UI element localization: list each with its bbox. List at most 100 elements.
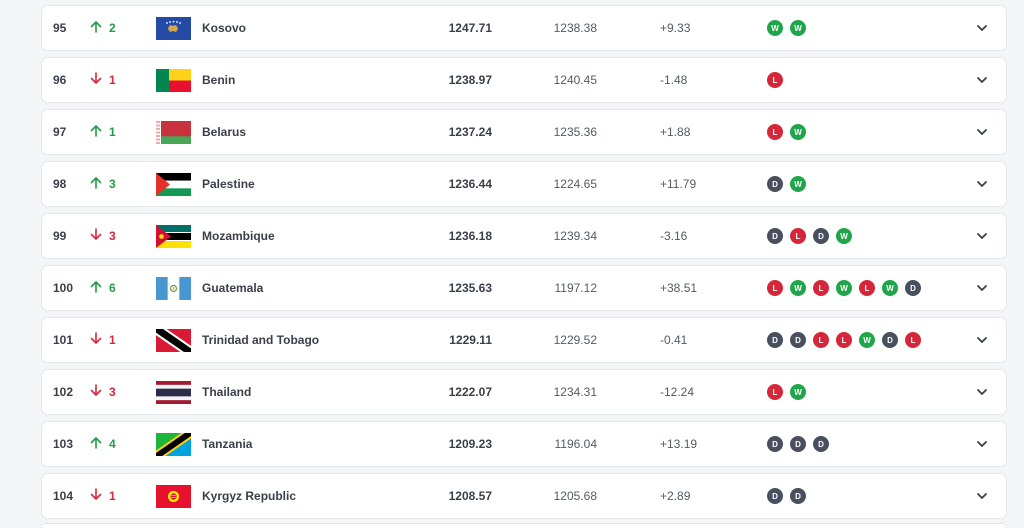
rank-change-value: 1 xyxy=(109,73,116,87)
points-difference: +11.79 xyxy=(660,177,697,191)
result-badge: W xyxy=(790,176,806,192)
points-difference: +38.51 xyxy=(660,281,698,295)
result-badge: W xyxy=(859,332,875,348)
rank-change-value: 3 xyxy=(109,229,116,243)
recent-form: L xyxy=(767,72,783,88)
total-points: 1237.24 xyxy=(448,125,492,139)
result-badge: D xyxy=(767,332,783,348)
points-difference: -12.24 xyxy=(660,385,695,399)
points-difference: +9.33 xyxy=(660,21,691,35)
rank: 101 xyxy=(53,333,74,347)
result-badge: L xyxy=(767,72,783,88)
total-points: 1208.57 xyxy=(448,489,492,503)
total-points: 1236.18 xyxy=(448,229,492,243)
thailand-flag xyxy=(156,381,191,404)
arrow-up-icon xyxy=(90,124,102,140)
previous-points: 1229.52 xyxy=(553,333,597,347)
result-badge: L xyxy=(905,332,921,348)
rank-change-value: 3 xyxy=(109,177,116,191)
rank-change-value: 3 xyxy=(109,385,116,399)
guatemala-flag xyxy=(156,277,191,300)
recent-form: W W xyxy=(767,20,806,36)
rank-change: 6 xyxy=(90,266,116,310)
table-row[interactable]: 99 3 Mozambique 1236.18 1239.34 -3.16 D … xyxy=(41,213,1007,259)
result-badge: W xyxy=(882,280,898,296)
table-row[interactable]: 101 1 Trinidad and Tobago 1229.11 1229.5… xyxy=(41,317,1007,363)
table-row[interactable]: 98 3 Palestine 1236.44 1224.65 +11.79 D … xyxy=(41,161,1007,207)
points-difference: -1.48 xyxy=(660,73,688,87)
result-badge: D xyxy=(767,176,783,192)
recent-form: L W xyxy=(767,384,806,400)
team-name: Guatemala xyxy=(202,281,264,295)
recent-form: D L D W xyxy=(767,228,852,244)
table-row[interactable]: 95 2 Kosovo 1247.71 1238.38 +9.33 W W xyxy=(41,5,1007,51)
result-badge: W xyxy=(836,280,852,296)
table-row[interactable] xyxy=(41,523,1007,528)
rank: 100 xyxy=(53,281,74,295)
table-row[interactable]: 102 3 Thailand 1222.07 1234.31 -12.24 L … xyxy=(41,369,1007,415)
result-badge: W xyxy=(767,20,783,36)
chevron-down-icon[interactable] xyxy=(975,21,989,35)
result-badge: D xyxy=(790,436,806,452)
points-difference: +13.19 xyxy=(660,437,698,451)
arrow-up-icon xyxy=(90,176,102,192)
recent-form: L W xyxy=(767,124,806,140)
chevron-down-icon[interactable] xyxy=(975,489,989,503)
rank-change-value: 4 xyxy=(109,437,116,451)
table-row[interactable]: 100 6 Guatemala 1235.63 1197.12 +38.51 L… xyxy=(41,265,1007,311)
kyrgyz-republic-flag xyxy=(156,485,191,508)
previous-points: 1196.04 xyxy=(554,437,598,451)
rank: 104 xyxy=(53,489,74,503)
chevron-down-icon[interactable] xyxy=(975,333,989,347)
total-points: 1229.11 xyxy=(449,333,492,347)
kosovo-flag xyxy=(156,17,191,40)
arrow-up-icon xyxy=(90,436,102,452)
result-badge: D xyxy=(813,228,829,244)
rank: 98 xyxy=(53,177,67,191)
rank-change: 3 xyxy=(90,162,116,206)
recent-form: L W L W L W D xyxy=(767,280,921,296)
table-row[interactable]: 97 1 Belarus 1237.24 1235.36 +1.88 L W xyxy=(41,109,1007,155)
result-badge: D xyxy=(767,488,783,504)
rank-change: 1 xyxy=(90,318,116,362)
rank-change-value: 1 xyxy=(109,125,116,139)
recent-form: D W xyxy=(767,176,806,192)
chevron-down-icon[interactable] xyxy=(975,177,989,191)
arrow-down-icon xyxy=(90,332,102,348)
chevron-down-icon[interactable] xyxy=(975,125,989,139)
result-badge: D xyxy=(905,280,921,296)
result-badge: W xyxy=(790,124,806,140)
arrow-down-icon xyxy=(90,72,102,88)
table-row[interactable]: 96 1 Benin 1238.97 1240.45 -1.48 L xyxy=(41,57,1007,103)
result-badge: D xyxy=(882,332,898,348)
rank-change-value: 1 xyxy=(109,333,116,347)
points-difference: -3.16 xyxy=(660,229,688,243)
result-badge: L xyxy=(813,280,829,296)
team-name: Kosovo xyxy=(202,21,247,35)
team-name: Mozambique xyxy=(202,229,275,243)
rank-change-value: 1 xyxy=(109,489,116,503)
recent-form: D D L L W D L xyxy=(767,332,921,348)
recent-form: D D xyxy=(767,488,806,504)
table-row[interactable]: 104 1 Kyrgyz Republic 1208.57 1205.68 +2… xyxy=(41,473,1007,519)
previous-points: 1238.38 xyxy=(553,21,597,35)
team-name: Trinidad and Tobago xyxy=(202,333,320,347)
arrow-up-icon xyxy=(90,20,102,36)
chevron-down-icon[interactable] xyxy=(975,73,989,87)
chevron-down-icon[interactable] xyxy=(975,437,989,451)
total-points: 1238.97 xyxy=(448,73,492,87)
previous-points: 1205.68 xyxy=(553,489,597,503)
team-name: Belarus xyxy=(202,125,247,139)
total-points: 1235.63 xyxy=(448,281,492,295)
result-badge: L xyxy=(767,124,783,140)
previous-points: 1240.45 xyxy=(553,73,597,87)
result-badge: D xyxy=(813,436,829,452)
table-row[interactable]: 103 4 Tanzania 1209.23 1196.04 +13.19 D … xyxy=(41,421,1007,467)
rank: 96 xyxy=(53,73,67,87)
rank-change-value: 6 xyxy=(109,281,116,295)
chevron-down-icon[interactable] xyxy=(975,385,989,399)
team-name: Tanzania xyxy=(202,437,253,451)
result-badge: D xyxy=(767,228,783,244)
chevron-down-icon[interactable] xyxy=(975,229,989,243)
chevron-down-icon[interactable] xyxy=(975,281,989,295)
